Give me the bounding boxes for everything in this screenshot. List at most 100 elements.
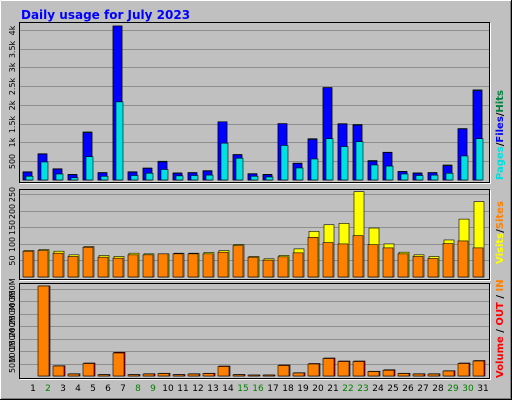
volume-legend-volume: Volume	[495, 336, 506, 378]
sites-bar-day-11	[172, 253, 184, 278]
volume-tick-label: 100M	[8, 340, 17, 362]
usage-tick-label: 1k	[8, 137, 17, 147]
sites-bar-day-21	[322, 242, 334, 278]
visits-tick-label: 250	[8, 187, 17, 202]
pages-bar-day-24	[370, 164, 379, 181]
in-bar-day-15	[232, 374, 245, 377]
day-label: 11	[177, 384, 188, 394]
day-label: 8	[135, 384, 141, 394]
day-label: 5	[90, 384, 96, 394]
day-label: 16	[252, 384, 264, 394]
day-label: 22	[342, 384, 353, 394]
usage-tick-label: 2.5k	[8, 77, 17, 95]
sites-bar-day-7	[112, 257, 124, 278]
day-labels-layer: 1 2 3 4 5 6 7 8 9 10 11 12 13 14 15 16 17 18 19 20 21 22 23 24 2…	[30, 384, 489, 394]
panel-volume	[19, 283, 491, 380]
day-label: 28	[432, 384, 444, 394]
pages-bar-day-13	[205, 174, 214, 181]
pages-bar-day-7	[115, 101, 124, 181]
usage-legend-separator: /	[495, 142, 506, 146]
day-label: 10	[162, 384, 174, 394]
volume-legend-out: OUT	[495, 302, 506, 326]
day-label: 24	[372, 384, 384, 394]
in-bar-day-18	[277, 365, 290, 377]
sites-bar-day-15	[232, 245, 244, 278]
in-bar-day-30	[457, 363, 470, 377]
sites-bar-day-14	[217, 251, 229, 278]
pages-bar-day-20	[310, 158, 319, 181]
pages-bar-day-28	[430, 174, 439, 181]
volume-tick-label: 150M	[8, 328, 17, 350]
pages-bar-day-18	[280, 145, 289, 181]
visits-legend-sites: Sites	[495, 201, 506, 229]
usage-legend-separator: /	[495, 112, 506, 116]
day-label: 14	[222, 384, 234, 394]
day-label: 30	[462, 384, 474, 394]
grid-layer	[20, 30, 489, 365]
in-bar-day-20	[307, 363, 320, 377]
in-bar-day-23	[352, 361, 365, 377]
sites-bar-day-26	[397, 253, 409, 278]
in-bar-day-4	[67, 373, 80, 377]
sites-bar-day-9	[142, 254, 154, 278]
sites-bar-day-12	[187, 253, 199, 278]
pages-bar-day-10	[160, 169, 169, 181]
in-bar-day-26	[397, 373, 410, 377]
pages-bar-day-21	[325, 138, 334, 181]
day-label: 18	[282, 384, 294, 394]
day-label: 25	[387, 384, 398, 394]
in-bar-day-14	[217, 366, 230, 377]
sites-bar-day-10	[157, 253, 169, 278]
sites-bar-day-31	[472, 247, 484, 278]
day-label: 3	[60, 384, 66, 394]
in-bar-day-27	[412, 373, 425, 377]
sites-bar-day-29	[442, 243, 454, 278]
in-bar-day-24	[367, 371, 380, 377]
sites-bar-day-16	[247, 256, 259, 278]
in-bar-day-8	[127, 374, 140, 377]
pages-bar-day-16	[250, 175, 259, 181]
visits-tick-label: 100	[8, 237, 17, 252]
pages-bar-day-9	[145, 172, 154, 181]
day-label: 31	[477, 384, 488, 394]
usage-tick-label: 4k	[8, 25, 17, 35]
sites-bar-day-3	[52, 252, 64, 278]
pages-bar-day-3	[55, 173, 64, 181]
pages-bar-day-14	[220, 142, 229, 181]
pages-bar-day-30	[460, 155, 469, 181]
in-bar-day-31	[472, 360, 485, 377]
pages-bar-day-4	[70, 177, 79, 181]
day-label: 6	[105, 384, 111, 394]
in-bar-day-25	[382, 369, 395, 377]
in-bar-day-29	[442, 370, 455, 377]
day-label: 17	[267, 384, 278, 394]
day-label: 15	[237, 384, 248, 394]
day-label: 21	[327, 384, 338, 394]
day-label: 2	[45, 384, 51, 394]
sites-bar-day-4	[67, 256, 79, 278]
volume-legend-in: IN	[495, 279, 506, 291]
volume-tick-label: 250M	[8, 303, 17, 325]
in-bar-day-7	[112, 352, 125, 377]
pages-bar-day-5	[85, 156, 94, 181]
sites-bar-day-17	[262, 259, 274, 278]
in-bar-day-16	[247, 374, 260, 377]
visits-tick-label: 200	[8, 204, 17, 219]
pages-bar-day-1	[25, 175, 34, 181]
in-bar-day-3	[52, 365, 65, 377]
bars-layer	[22, 25, 486, 377]
pages-bar-day-6	[100, 175, 109, 181]
in-bar-day-2	[37, 285, 50, 377]
in-bar-day-19	[292, 372, 305, 377]
day-label: 9	[150, 384, 156, 394]
pages-bar-day-22	[340, 146, 349, 181]
usage-legend: Pages/Files/Hits	[495, 90, 506, 180]
sites-bar-day-23	[352, 235, 364, 278]
in-bar-day-5	[82, 363, 95, 377]
sites-bar-day-28	[427, 258, 439, 278]
in-bar-day-13	[202, 373, 215, 377]
visits-legend: Visits/Sites	[495, 201, 506, 264]
usage-tick-label: 2k	[8, 100, 17, 110]
in-bar-day-10	[157, 373, 170, 377]
chart-title: Daily usage for July 2023	[21, 8, 190, 22]
